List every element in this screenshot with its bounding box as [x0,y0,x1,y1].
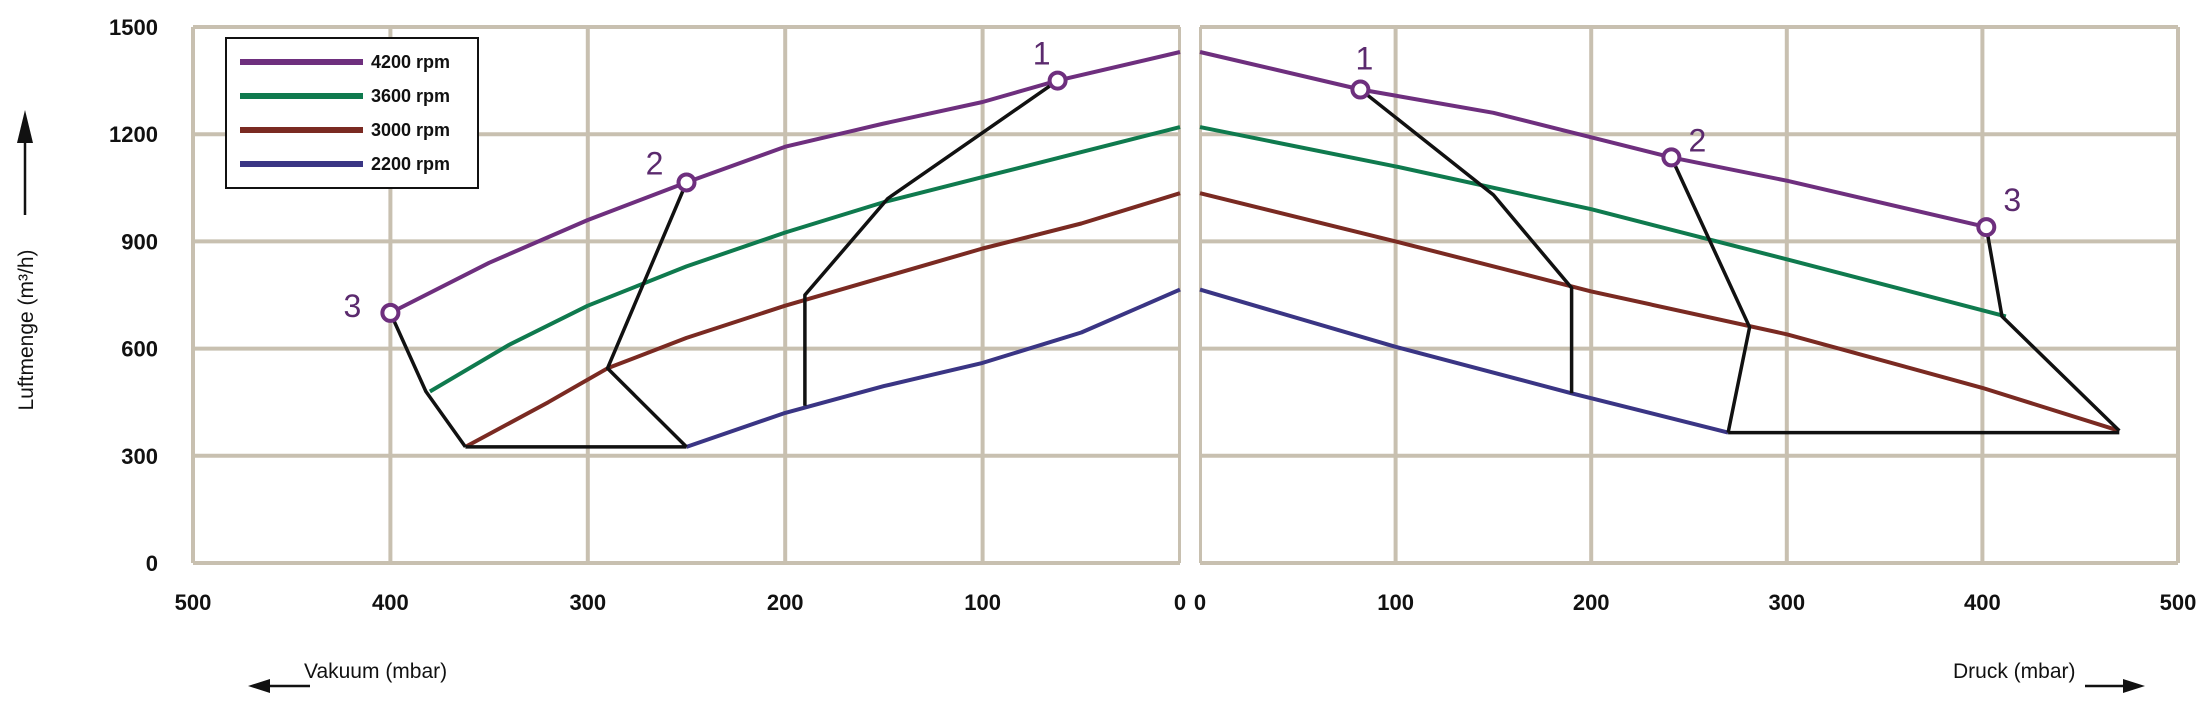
operating-line [605,181,689,449]
y-axis-arrow-head [17,110,33,143]
operating-point-marker [1350,79,1371,100]
x-axis-label-left: Vakuum (mbar) [304,660,447,683]
y-tick-label: 600 [121,337,158,362]
x-tick-label: 500 [2160,590,2197,615]
legend-label: 4200 rpm [371,52,450,72]
x-tick-label: 300 [569,590,606,615]
operating-point-label: 2 [646,145,664,181]
x-tick-label: 200 [1573,590,1610,615]
operating-point-marker [1047,70,1068,91]
legend-label: 3600 rpm [371,86,450,106]
series-line-3600-rpm [1199,125,2007,319]
x-axis-arrow-left-head [248,679,270,693]
operating-point-label: 1 [1033,36,1051,72]
series-line-2200-rpm [685,287,1181,449]
operating-line [1669,156,1752,433]
operating-point-label: 3 [2003,182,2021,218]
operating-point-label: 3 [344,288,362,324]
x-axis-arrow-right-head [2123,679,2145,693]
operating-point-label: 2 [1688,122,1706,158]
x-tick-label: 0 [1194,590,1206,615]
x-tick-label: 400 [372,590,409,615]
series-line-2200-rpm [1199,287,1729,435]
operating-point-marker [1661,147,1682,168]
operating-line [388,312,467,448]
operating-point-marker [1976,217,1997,238]
x-tick-label: 200 [767,590,804,615]
panel-gap [1181,10,1199,570]
operating-line [1984,226,2121,433]
series-line-3000-rpm [464,191,1181,449]
operating-line [803,79,1059,406]
x-tick-label: 400 [1964,590,2001,615]
series-line-4200-rpm [389,50,1181,315]
operating-point-label: 1 [1355,41,1373,77]
y-tick-label: 900 [121,229,158,254]
x-tick-label: 500 [175,590,212,615]
series-line-4200-rpm [1199,50,1987,230]
y-tick-label: 300 [121,444,158,469]
y-tick-label: 1500 [109,15,158,40]
x-tick-label: 0 [1174,590,1186,615]
operating-point-marker [676,172,697,193]
operating-point-marker [380,302,401,323]
y-tick-label: 0 [146,551,158,576]
operating-line [1359,88,1574,394]
series-line-3600-rpm [428,125,1181,394]
y-tick-label: 1200 [109,122,158,147]
x-tick-label: 100 [1377,590,1414,615]
y-axis-label: Luftmenge (m³/h) [15,249,38,410]
legend-label: 3000 rpm [371,120,450,140]
x-tick-label: 300 [1768,590,1805,615]
legend-label: 2200 rpm [371,154,450,174]
x-axis-label-right: Druck (mbar) [1953,660,2076,683]
series-line-3000-rpm [1199,191,2120,433]
x-tick-label: 100 [964,590,1001,615]
